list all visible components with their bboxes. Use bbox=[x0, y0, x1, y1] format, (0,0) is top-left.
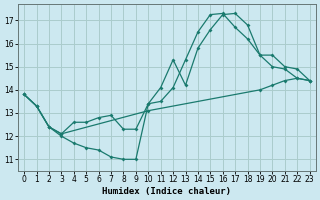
X-axis label: Humidex (Indice chaleur): Humidex (Indice chaleur) bbox=[102, 187, 231, 196]
